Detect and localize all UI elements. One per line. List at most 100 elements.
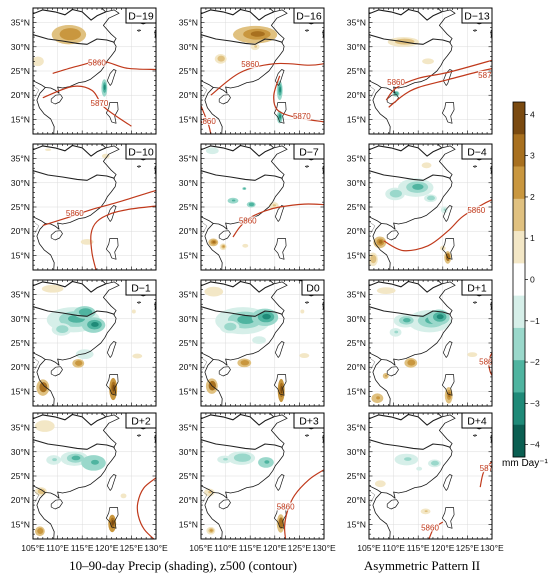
island-outline: [218, 499, 231, 510]
precip-blob: [429, 196, 434, 200]
island-outline: [442, 205, 453, 222]
coastline: [213, 280, 288, 366]
lat-tick-label: 20°N: [347, 362, 366, 372]
region-outline: [369, 170, 451, 181]
z500-contour: [42, 85, 132, 127]
lat-tick-label: 25°N: [347, 66, 366, 76]
lat-tick-label: 35°N: [11, 18, 30, 28]
lat-tick-label: 25°N: [347, 471, 366, 481]
precip-blob: [223, 457, 228, 461]
region-outline: [201, 170, 283, 181]
lat-tick-label: 30°N: [179, 314, 198, 324]
contour-label: 5860: [198, 117, 216, 126]
precip-blob: [111, 520, 114, 526]
caption-left: 10–90-day Precip (shading), z500 (contou…: [69, 558, 297, 573]
z500-contour: [90, 205, 156, 270]
lat-tick-label: 20°N: [347, 226, 366, 236]
precip-blob: [394, 330, 399, 334]
lat-tick-label: 30°N: [347, 447, 366, 457]
precip-blob: [242, 361, 248, 364]
colorbar-swatch: [513, 134, 525, 167]
panel-label: D−1: [131, 283, 151, 295]
precip-blob: [243, 188, 246, 189]
lon-tick-label: 105°E: [357, 543, 381, 553]
island-outline: [322, 434, 324, 446]
lon-tick-label: 130°E: [144, 543, 168, 553]
island-outline: [50, 366, 63, 377]
contour-label: 5860: [239, 217, 257, 226]
colorbar-tick-label: 0: [530, 275, 535, 285]
map-panel: 5860 D−10 15°N 20°N 25°N 30°N 35°N: [11, 143, 157, 271]
lat-tick-label: 15°N: [179, 386, 198, 396]
island-outline: [490, 434, 492, 446]
z500-contour: [42, 189, 156, 226]
precip-blob: [385, 374, 388, 377]
lat-tick-label: 35°N: [347, 423, 366, 433]
precip-blob: [371, 256, 376, 261]
lat-tick-label: 25°N: [347, 338, 366, 348]
island-outline: [472, 434, 478, 437]
lat-tick-label: 15°N: [11, 519, 30, 529]
island-outline: [386, 366, 399, 377]
precip-blob: [257, 338, 263, 342]
island-outline: [273, 507, 287, 529]
lat-tick-label: 35°N: [347, 154, 366, 164]
lat-tick-label: 25°N: [347, 202, 366, 212]
colorbar-swatch: [513, 263, 525, 296]
island-outline: [322, 165, 324, 177]
precip-blob: [378, 240, 383, 244]
coastline: [369, 216, 391, 270]
island-outline: [274, 474, 285, 491]
lon-tick-label: 110°E: [382, 543, 405, 553]
z500-contour: [383, 199, 492, 252]
z500-contour: [232, 203, 324, 238]
precip-blob: [393, 191, 400, 196]
island-outline: [273, 238, 287, 260]
precip-blob: [376, 396, 380, 400]
lon-tick-label: 125°E: [456, 543, 480, 553]
precip-blob: [237, 315, 255, 324]
contour-label: 5860: [66, 209, 84, 218]
coastline: [45, 413, 120, 499]
island-outline: [218, 230, 231, 241]
map-panel: 5860 D+3 15°N 20°N 25°N 30°N 35°N 105°E 110°E 115…: [179, 412, 336, 553]
precip-blob: [254, 45, 258, 48]
lat-tick-label: 15°N: [347, 250, 366, 260]
precip-blob: [238, 455, 248, 460]
colorbar-swatch: [513, 295, 525, 329]
panel-label-box: [461, 143, 493, 160]
panel-label: D0: [306, 283, 320, 295]
coastline: [381, 144, 456, 230]
precip-blob: [50, 287, 58, 290]
panel-grid: 5860 5870 D−19 15°N 20°N 25°N 30°N 35°N 5860 5870…: [11, 7, 504, 553]
island-outline: [105, 507, 119, 529]
panel-label-box: [125, 279, 157, 296]
panel-label: D−16: [296, 11, 322, 23]
colorbar-tick-label: 3: [530, 151, 535, 161]
lat-tick-label: 35°N: [179, 423, 198, 433]
island-outline: [274, 69, 285, 86]
precip-blob: [112, 384, 115, 392]
island-outline: [304, 434, 310, 437]
lat-tick-label: 30°N: [11, 42, 30, 52]
coastline: [213, 413, 288, 499]
colorbar-tick-label: −1: [530, 316, 540, 326]
lon-tick-label: 115°E: [239, 543, 262, 553]
lat-tick-label: 25°N: [11, 338, 30, 348]
coastline: [201, 80, 223, 134]
lon-tick-label: 110°E: [214, 543, 237, 553]
island-outline: [322, 301, 324, 313]
lat-tick-label: 15°N: [179, 250, 198, 260]
colorbar-tick-label: −3: [530, 398, 540, 408]
lat-tick-label: 15°N: [11, 250, 30, 260]
lat-tick-label: 20°N: [179, 362, 198, 372]
colorbar-swatch: [513, 198, 525, 232]
region-outline: [201, 306, 283, 317]
contour-label: 5870: [293, 112, 311, 121]
island-outline: [490, 301, 492, 313]
panel-label-box: [125, 412, 157, 429]
lat-tick-label: 15°N: [347, 114, 366, 124]
map-panel: 5860 5870 D−13 15°N 20°N 25°N 30°N 35°N: [347, 7, 493, 135]
